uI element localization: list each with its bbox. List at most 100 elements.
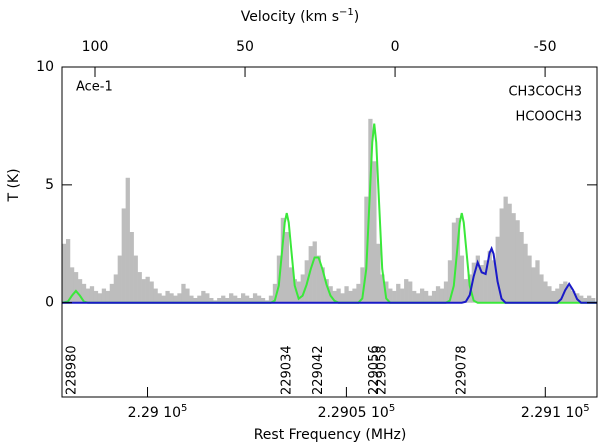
- observed-bin: [511, 213, 516, 303]
- x-tick-exponent: 5: [583, 403, 589, 414]
- model-line: [62, 245, 597, 304]
- observed-bin: [479, 265, 484, 303]
- observed-bin: [248, 298, 254, 303]
- observed-bin: [240, 293, 246, 303]
- observed-bin: [105, 290, 111, 303]
- x-axis-label: Rest Frequency (MHz): [254, 427, 407, 443]
- observed-bin: [487, 250, 492, 303]
- observed-bin: [161, 295, 166, 303]
- observed-bin: [117, 255, 122, 303]
- observed-bin: [221, 295, 226, 303]
- observed-bin: [427, 295, 433, 303]
- observed-bin: [268, 295, 274, 303]
- observed-bin: [97, 293, 103, 303]
- observed-bin: [471, 262, 476, 303]
- line-marker-label: 229042: [311, 345, 326, 395]
- observed-bin: [400, 288, 405, 303]
- x-tick-mantissa: 2.29 10: [128, 405, 181, 421]
- observed-bin: [284, 232, 290, 303]
- observed-bin: [217, 298, 222, 303]
- observed-bin: [380, 274, 385, 303]
- observed-bin: [109, 283, 115, 303]
- observed-bin: [336, 288, 341, 303]
- observed-bin: [157, 293, 162, 303]
- observed-bin: [579, 295, 584, 303]
- y-tick-label: 5: [45, 177, 54, 193]
- observed-bin: [125, 177, 130, 303]
- observed-bin: [316, 255, 321, 303]
- x2-tick-label: 50: [236, 39, 254, 55]
- observed-bin: [288, 267, 294, 303]
- observed-bin: [551, 290, 556, 303]
- observed-bin: [555, 288, 560, 303]
- observed-bin: [81, 283, 87, 303]
- observed-bin: [260, 298, 266, 303]
- observed-bin: [587, 295, 592, 303]
- observed-bin: [543, 281, 548, 303]
- observed-bin: [137, 272, 142, 303]
- observed-bin: [93, 290, 99, 303]
- observed-bin: [185, 288, 190, 303]
- observed-bin: [435, 286, 441, 303]
- y-tick-label: 10: [36, 59, 54, 75]
- observed-bin: [165, 290, 170, 303]
- observed-bin: [101, 288, 107, 303]
- observed-bin: [412, 290, 417, 303]
- line-marker-label: 229078: [454, 345, 469, 395]
- observed-bin: [392, 290, 397, 303]
- observed-bin: [416, 293, 421, 303]
- x-tick-exponent: 5: [389, 403, 395, 414]
- observed-bin: [451, 222, 457, 303]
- observed-bin: [89, 286, 95, 303]
- observed-bin: [133, 255, 138, 303]
- observed-bin: [539, 274, 544, 303]
- x-tick-exponent: 5: [181, 403, 187, 414]
- observed-bin: [372, 161, 377, 303]
- observed-bin: [591, 298, 596, 303]
- observed-bin: [419, 288, 425, 303]
- plot-frame: [61, 66, 598, 398]
- observed-bin: [145, 276, 150, 303]
- line-marker-label: 229056: [367, 345, 382, 395]
- observed-bin: [209, 298, 214, 303]
- observed-bin: [495, 236, 500, 303]
- observed-bin: [559, 283, 564, 303]
- observed-bin: [252, 293, 258, 303]
- observed-bin: [423, 290, 429, 303]
- x2-tick-label: 0: [391, 39, 400, 55]
- observed-bin: [312, 241, 317, 303]
- observed-bin: [169, 293, 174, 303]
- observed-bin: [439, 288, 445, 303]
- x-tick-mantissa: 2.291 10: [521, 405, 583, 421]
- observed-bin: [507, 203, 512, 303]
- annotation: Ace-1: [76, 80, 113, 95]
- observed-bin: [213, 300, 218, 303]
- legend-entry: HCOOCH3: [516, 110, 582, 125]
- observed-bin: [388, 288, 393, 303]
- x-tick-label: 2.2905 105: [318, 403, 396, 421]
- observed-bin: [233, 295, 238, 303]
- observed-bin: [197, 295, 202, 303]
- observed-bin: [515, 220, 520, 303]
- observed-bin: [193, 298, 198, 303]
- observed-bin: [547, 286, 552, 303]
- observed-bin: [332, 290, 337, 303]
- observed-bin: [443, 281, 449, 303]
- observed-bin: [181, 283, 186, 303]
- observed-bin: [352, 288, 357, 303]
- x2-tick-label: 100: [82, 39, 109, 55]
- observed-bin: [62, 243, 67, 303]
- observed-bin: [264, 300, 270, 303]
- observed-bin: [65, 239, 71, 303]
- line-marker-label: 228980: [64, 345, 79, 395]
- observed-bin: [177, 293, 182, 303]
- observed-bin: [348, 290, 353, 303]
- observed-bin: [344, 286, 349, 303]
- observed-bin: [483, 260, 488, 303]
- observed-bin: [121, 208, 126, 303]
- observed-bin: [153, 288, 158, 303]
- x-tick-mantissa: 2.2905 10: [318, 405, 389, 421]
- x-tick-label: 2.29 105: [128, 403, 188, 421]
- observed-bin: [527, 255, 532, 303]
